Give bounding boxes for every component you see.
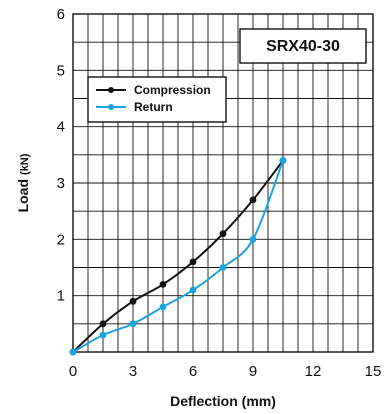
data-point-compression <box>189 258 197 266</box>
data-point-compression <box>99 320 107 328</box>
chart-title-box: SRX40-30 <box>239 28 367 64</box>
y-axis-title-main: Load <box>15 179 31 212</box>
legend-item-compression: Compression <box>96 83 211 97</box>
data-point-return <box>189 286 197 294</box>
data-point-return <box>219 264 227 271</box>
legend-marker-return <box>108 104 114 110</box>
y-tick-label: 6 <box>57 6 65 23</box>
y-axis-title-unit: (kN) <box>19 153 31 175</box>
y-tick-label: 4 <box>57 119 65 136</box>
x-tick-label: 3 <box>129 363 137 380</box>
y-tick-labels: 1 2 3 4 5 6 <box>57 6 65 305</box>
data-point-compression <box>159 281 167 288</box>
x-tick-label: 6 <box>189 363 197 380</box>
x-tick-labels: 0 3 6 9 12 15 <box>69 363 382 380</box>
plot-frame <box>72 13 374 353</box>
data-point-return <box>99 331 107 339</box>
legend-label-return: Return <box>134 100 173 114</box>
y-axis-title: Load (kN) <box>15 153 31 212</box>
y-tick-label: 5 <box>57 62 65 79</box>
data-point-return <box>279 157 287 164</box>
x-tick-label: 12 <box>305 363 322 380</box>
x-tick-label: 9 <box>249 363 257 380</box>
grid <box>72 13 374 353</box>
y-tick-label: 3 <box>57 175 65 192</box>
x-tick-label: 0 <box>69 363 77 380</box>
x-axis-title: Deflection (mm) <box>170 393 276 409</box>
x-tick-label: 15 <box>365 363 382 380</box>
legend-marker-compression <box>108 87 114 93</box>
series-layer <box>69 157 287 356</box>
data-point-return <box>249 235 257 243</box>
data-point-return <box>159 303 167 311</box>
legend: Compression Return <box>87 76 227 123</box>
data-point-compression <box>129 297 137 305</box>
y-tick-label: 1 <box>57 288 65 305</box>
legend-label-compression: Compression <box>134 83 211 97</box>
data-point-return <box>129 320 137 328</box>
series-return <box>69 157 287 356</box>
data-point-compression <box>219 230 227 238</box>
legend-box <box>87 76 227 123</box>
legend-item-return: Return <box>96 100 173 114</box>
data-point-compression <box>249 196 257 204</box>
y-tick-label: 2 <box>57 231 65 248</box>
chart-title: SRX40-30 <box>266 38 340 55</box>
data-point-return <box>69 348 77 356</box>
